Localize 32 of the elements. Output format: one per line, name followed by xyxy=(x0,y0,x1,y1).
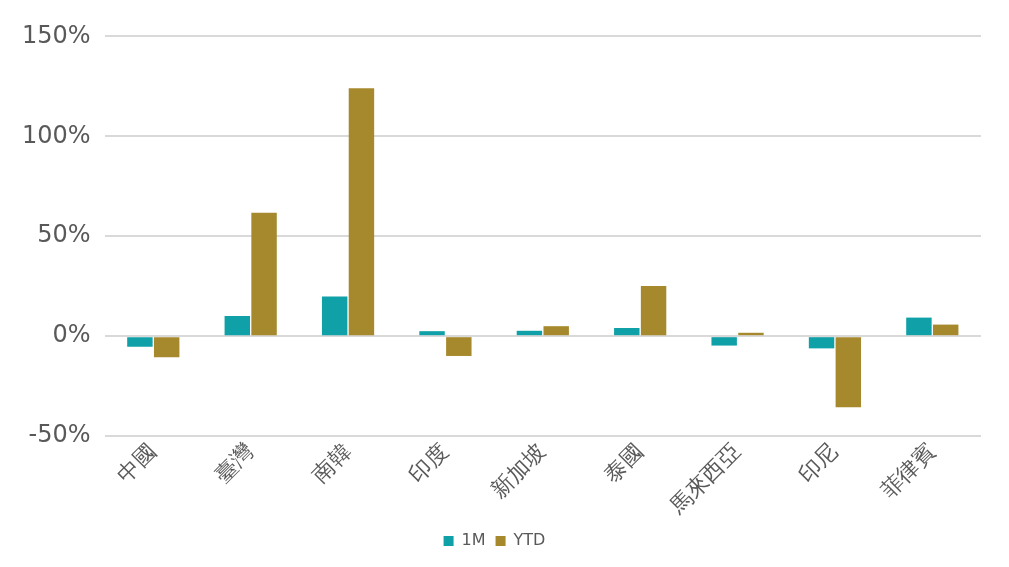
bar xyxy=(932,324,959,336)
bar xyxy=(614,327,640,336)
x-tick-label: 臺灣 xyxy=(209,438,259,488)
y-tick-label: 0% xyxy=(52,320,91,349)
bar xyxy=(711,337,737,346)
bar xyxy=(348,88,375,336)
y-tick-label: 50% xyxy=(37,220,91,249)
bar xyxy=(543,326,569,336)
bar xyxy=(321,296,348,336)
x-tick-label: 中國 xyxy=(112,438,161,488)
x-tick-label: 泰國 xyxy=(598,438,648,488)
x-tick-label: 菲律賓 xyxy=(875,438,940,503)
y-tick-label: 100% xyxy=(21,120,91,149)
bar xyxy=(251,212,277,336)
x-tick-label: 印度 xyxy=(404,438,454,488)
y-tick-label: 150% xyxy=(21,20,91,49)
x-tick-label: 新加坡 xyxy=(486,438,551,503)
bar xyxy=(224,316,251,336)
bar xyxy=(906,317,932,336)
bar xyxy=(808,337,835,349)
bar xyxy=(446,337,472,356)
legend-label: YTD xyxy=(512,530,546,550)
x-tick-label: 印尼 xyxy=(793,438,843,488)
bar xyxy=(153,337,180,358)
legend-label: 1M xyxy=(461,530,486,550)
bar xyxy=(835,337,862,408)
x-tick-label: 馬來西亞 xyxy=(664,438,746,519)
x-tick-label: 南韓 xyxy=(306,438,356,488)
bar xyxy=(419,331,445,336)
y-tick-label: -50% xyxy=(28,420,91,449)
bar xyxy=(640,286,667,336)
bar xyxy=(127,337,153,347)
